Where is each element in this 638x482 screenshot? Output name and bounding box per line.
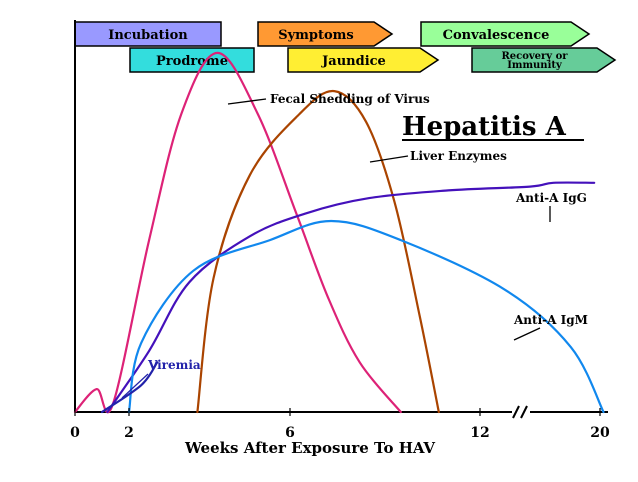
phase-label: Symptoms xyxy=(278,28,354,43)
x-tick-label: 12 xyxy=(470,425,489,441)
leader-line xyxy=(513,327,541,341)
x-tick-labels: 0 2 6 12 20 xyxy=(70,408,610,441)
curve-label-fecal-shedding-of-virus: Fecal Shedding of Virus xyxy=(227,92,430,106)
phase-jaundice: Jaundice xyxy=(287,47,440,73)
chart-title: Hepatitis A xyxy=(402,112,567,142)
phase-shape xyxy=(257,21,394,47)
x-tick-label: 2 xyxy=(124,425,134,441)
axes xyxy=(74,20,608,419)
curve-label-text: Anti-A IgG xyxy=(515,191,587,205)
phase-label-line: Recovery or xyxy=(501,51,568,62)
x-tick-label: 0 xyxy=(70,425,80,441)
phase-convalescence: Convalescence xyxy=(420,21,591,47)
series-line-viremia xyxy=(100,361,159,414)
series-line-anti-a-igm xyxy=(127,219,605,414)
phase-label: Prodrome xyxy=(156,54,228,69)
phase-label: Convalescence xyxy=(443,28,550,43)
phase-bars: Incubation Symptoms Convalescence Prodrome J… xyxy=(74,21,617,73)
x-axis-label: Weeks After Exposure To HAV xyxy=(184,439,435,457)
phase-label: Recovery or Immunity xyxy=(501,51,568,71)
curve-label-liver-enzymes: Liver Enzymes xyxy=(369,149,507,163)
curve-label-viremia: Viremia xyxy=(121,358,201,399)
phase-recovery-or-immunity: Recovery or Immunity xyxy=(471,47,617,73)
curve-label-text: Fecal Shedding of Virus xyxy=(270,92,430,106)
phase-label: Jaundice xyxy=(321,54,386,69)
curve-labels: Fecal Shedding of Virus Liver Enzymes Anti… xyxy=(121,92,588,399)
series-line-liver-enzymes xyxy=(196,89,440,414)
x-tick-label: 20 xyxy=(590,425,610,441)
axis-break-mark xyxy=(512,405,520,419)
series-lines xyxy=(73,51,605,414)
phase-label-line: Immunity xyxy=(507,60,563,71)
x-tick-label: 6 xyxy=(285,425,295,441)
leader-line xyxy=(121,373,149,399)
leader-line xyxy=(369,155,409,163)
axis-break-mark xyxy=(520,405,528,419)
curve-label-text: Viremia xyxy=(147,358,201,372)
curve-label-anti-a-igg: Anti-A IgG xyxy=(515,191,587,222)
curve-label-text: Anti-A IgM xyxy=(513,313,588,327)
phase-incubation: Incubation xyxy=(74,21,222,47)
curve-label-text: Liver Enzymes xyxy=(410,149,507,163)
phase-shape xyxy=(471,47,617,73)
curve-label-anti-a-igm: Anti-A IgM xyxy=(513,313,588,341)
series-line-anti-a-igg xyxy=(106,181,596,414)
series-line-fecal-shedding-of-virus xyxy=(73,51,402,414)
phase-symptoms: Symptoms xyxy=(257,21,394,47)
phase-shape xyxy=(287,47,440,73)
phase-label: Incubation xyxy=(108,28,188,43)
phase-shape xyxy=(420,21,591,47)
leader-line xyxy=(227,98,267,105)
